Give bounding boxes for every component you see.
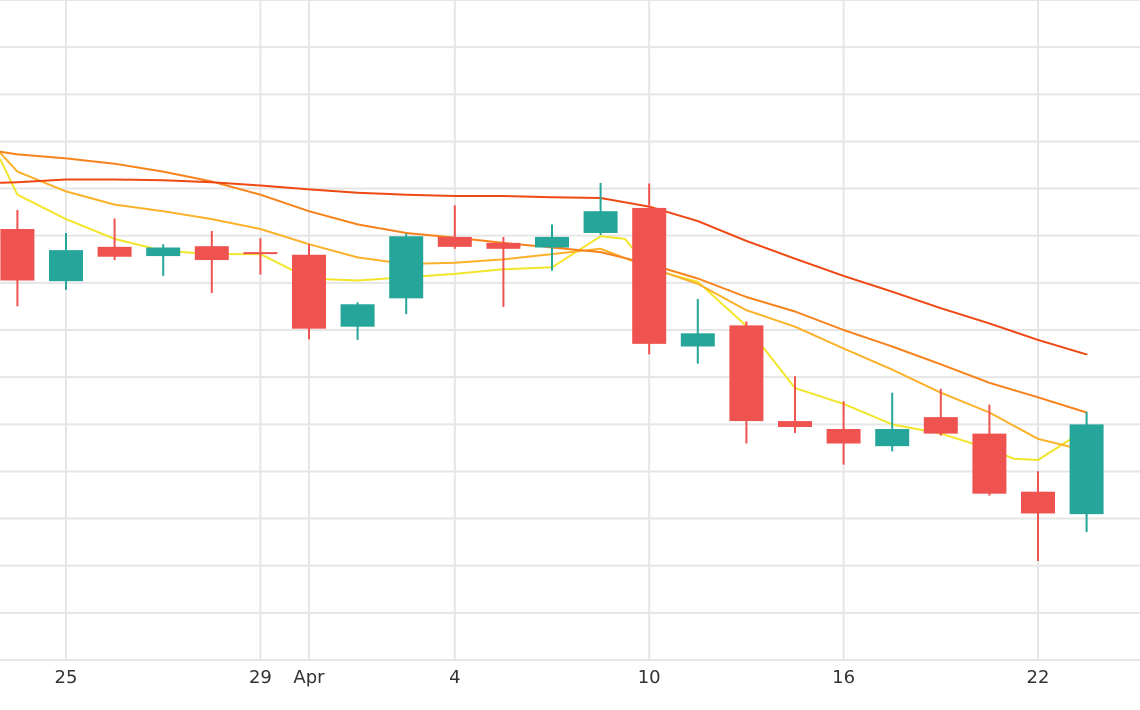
candle bbox=[535, 224, 569, 271]
candle-body bbox=[49, 250, 83, 282]
candle bbox=[437, 205, 472, 249]
candle bbox=[97, 218, 132, 261]
candle bbox=[923, 388, 958, 436]
candle-body bbox=[729, 325, 764, 422]
candle-body bbox=[583, 211, 618, 233]
ma-line-2 bbox=[0, 150, 1088, 414]
ma-line-1 bbox=[0, 152, 1088, 452]
candle bbox=[826, 401, 861, 465]
candle-body bbox=[923, 417, 958, 434]
candle bbox=[194, 231, 229, 294]
candle-body bbox=[680, 333, 715, 347]
candle bbox=[680, 298, 715, 364]
candle-body bbox=[535, 236, 569, 248]
candle-body bbox=[340, 304, 375, 327]
moving-average-lines bbox=[0, 150, 1088, 461]
x-tick-label: 16 bbox=[832, 667, 855, 688]
ma-line-3 bbox=[0, 178, 1088, 356]
candles bbox=[0, 182, 1104, 561]
candle-body bbox=[972, 433, 1007, 494]
candle-body bbox=[389, 236, 424, 299]
candle bbox=[486, 236, 521, 307]
ma-line-0 bbox=[0, 158, 1088, 461]
candle bbox=[243, 238, 278, 275]
candle-body bbox=[778, 421, 812, 428]
candle bbox=[972, 404, 1007, 496]
x-tick-label: 22 bbox=[1027, 667, 1050, 688]
candle-body bbox=[875, 429, 910, 447]
candle bbox=[340, 302, 375, 340]
candle-body bbox=[632, 207, 667, 344]
x-tick-label: 4 bbox=[449, 667, 460, 688]
candle bbox=[0, 209, 35, 307]
candle-body bbox=[0, 229, 35, 281]
x-tick-label: 10 bbox=[638, 667, 661, 688]
candle-body bbox=[437, 236, 472, 247]
candle bbox=[389, 233, 424, 315]
candle bbox=[1021, 471, 1055, 561]
candle bbox=[1069, 411, 1104, 532]
candle-body bbox=[1069, 424, 1104, 515]
candle-body bbox=[826, 429, 861, 444]
candle bbox=[292, 244, 326, 340]
candle bbox=[583, 182, 618, 235]
candle-body bbox=[486, 242, 521, 249]
x-tick-label: 25 bbox=[55, 667, 78, 688]
candle-body bbox=[1021, 491, 1055, 514]
candle-body bbox=[97, 246, 132, 257]
x-axis-tick-labels: 25 29 Apr 4 10 16 22 bbox=[55, 667, 1050, 688]
candle-body bbox=[194, 246, 229, 261]
candle bbox=[49, 232, 83, 290]
candle-body bbox=[146, 247, 181, 257]
candle bbox=[632, 183, 667, 355]
candle bbox=[875, 392, 910, 452]
candle bbox=[146, 244, 181, 276]
candle bbox=[729, 321, 764, 444]
x-tick-label: 29 bbox=[249, 667, 272, 688]
candle-body bbox=[243, 252, 278, 255]
x-tick-label: Apr bbox=[293, 667, 325, 688]
candle-body bbox=[292, 254, 326, 329]
gridlines bbox=[0, 0, 1140, 661]
candle bbox=[778, 376, 812, 433]
